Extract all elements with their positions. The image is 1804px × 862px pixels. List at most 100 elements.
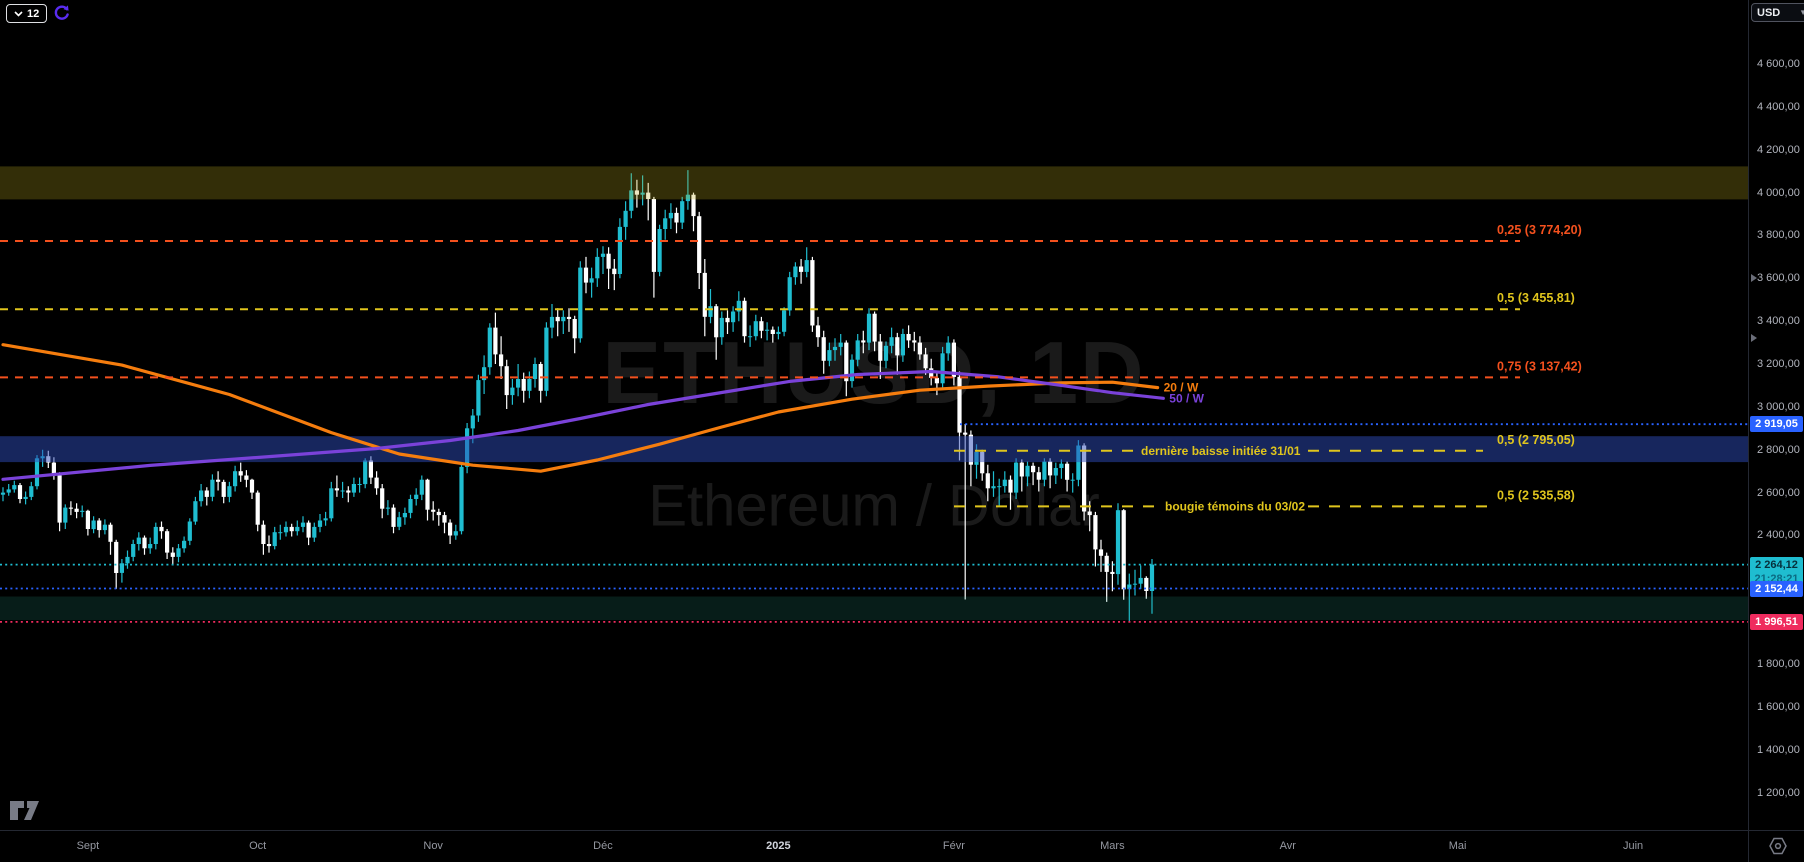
- candle: [1008, 479, 1013, 493]
- time-tick-déc: Déc: [593, 840, 613, 852]
- candle: [1115, 510, 1121, 575]
- price-tick: 4 200,00: [1757, 143, 1800, 156]
- candlestick-series[interactable]: [0, 170, 1155, 622]
- candle: [725, 317, 730, 323]
- candle: [838, 342, 843, 347]
- candle: [68, 507, 73, 509]
- candle: [249, 479, 255, 493]
- ma-50w-line[interactable]: [1, 369, 1165, 481]
- candle: [815, 325, 821, 338]
- ma-20w-line[interactable]: [1, 343, 1160, 473]
- time-tick-mars: Mars: [1100, 840, 1125, 852]
- candle: [80, 510, 85, 512]
- candle: [210, 479, 215, 497]
- settings-hexagon-icon[interactable]: [1767, 835, 1789, 857]
- fib-label: 0,5 (2 535,58): [1497, 488, 1575, 502]
- candle: [776, 331, 781, 334]
- support-zone: [0, 596, 1748, 621]
- candle: [923, 354, 928, 369]
- chart-pane[interactable]: ETHUSD, 1D Ethereum / Dollar 20 / W 50 / …: [0, 0, 1748, 830]
- price-tick: 2 400,00: [1757, 529, 1800, 542]
- collapsed-object-marker-icon[interactable]: [1751, 273, 1757, 282]
- price-axis[interactable]: USD ▼ 4 600,00 4 400,00 4 200,00 4 000,00 3 …: [1748, 0, 1804, 862]
- candle: [165, 531, 170, 553]
- candle: [1082, 445, 1087, 512]
- candle: [193, 501, 198, 522]
- price-tick: 4 600,00: [1757, 58, 1800, 70]
- candle: [912, 340, 917, 343]
- candle: [612, 268, 617, 275]
- fib-label: 0,5 (2 795,05): [1497, 433, 1575, 447]
- candle: [957, 376, 962, 433]
- moving-averages[interactable]: 20 / W50 / W: [1, 343, 1205, 481]
- collapsed-object-marker-icon[interactable]: [1751, 334, 1757, 343]
- candle: [459, 466, 464, 532]
- interval-selector[interactable]: 12: [6, 4, 48, 23]
- candle: [1127, 584, 1132, 590]
- candle: [346, 490, 351, 493]
- candle: [719, 317, 724, 338]
- candle: [74, 508, 79, 512]
- candle: [306, 522, 311, 538]
- candle: [934, 377, 939, 384]
- time-tick-oct: Oct: [249, 840, 267, 852]
- candle: [283, 526, 289, 533]
- candle: [889, 337, 894, 346]
- price-label[interactable]: 2 919,05: [1750, 416, 1803, 433]
- candle: [782, 310, 787, 332]
- candle: [634, 190, 639, 195]
- price-tick: 3 200,00: [1757, 358, 1800, 371]
- candle: [199, 490, 204, 502]
- candle: [572, 319, 577, 339]
- refresh-button[interactable]: [52, 3, 71, 22]
- candle: [821, 337, 826, 361]
- time-axis[interactable]: Sept Oct Nov Déc 2025 Févr Mars Avr Mai Juin: [0, 830, 1748, 862]
- candle: [102, 524, 107, 531]
- candle: [646, 192, 651, 199]
- candle: [1087, 511, 1092, 516]
- candle: [476, 380, 481, 416]
- candle: [589, 278, 594, 283]
- candle: [549, 316, 555, 328]
- fib-label: 0,25 (3 774,20): [1497, 223, 1582, 237]
- price-label[interactable]: 2 152,44: [1750, 580, 1803, 597]
- candle: [906, 334, 911, 341]
- candle: [216, 479, 221, 482]
- candle: [827, 350, 832, 361]
- fib-levels[interactable]: 0,25 (3 774,20) 0,5 (3 455,81) 0,75 (3 137…: [0, 223, 1582, 513]
- tradingview-logo[interactable]: [8, 798, 44, 824]
- price-chart-canvas[interactable]: 20 / W50 / W 0,25 (3 774,20) 0,5 (3 455,81…: [0, 0, 1748, 830]
- candle: [708, 306, 713, 317]
- candle: [663, 218, 668, 229]
- candle: [255, 492, 260, 525]
- candle: [470, 415, 475, 429]
- candle: [866, 313, 872, 343]
- candle: [493, 327, 498, 355]
- candle: [1002, 479, 1007, 487]
- candle: [380, 488, 385, 509]
- candle: [668, 212, 673, 219]
- candle: [799, 266, 804, 272]
- refresh-icon: [54, 5, 69, 20]
- candle: [266, 544, 272, 547]
- candle: [872, 313, 877, 342]
- currency-selector[interactable]: USD ▼: [1751, 3, 1804, 22]
- ma-50w-label: 50 / W: [1169, 391, 1204, 405]
- candle: [278, 532, 283, 534]
- candle: [702, 272, 707, 317]
- ma-20w-label: 20 / W: [1164, 381, 1199, 395]
- candle: [900, 334, 905, 356]
- time-tick-sept: Sept: [76, 840, 100, 852]
- candle: [187, 521, 192, 541]
- price-label[interactable]: 1 996,51: [1750, 613, 1803, 630]
- candle: [159, 526, 164, 532]
- candle: [657, 229, 662, 272]
- level-annotation: dernière baisse initiée 31/01: [1141, 444, 1301, 458]
- candle: [221, 481, 226, 497]
- price-lines[interactable]: [0, 423, 1748, 623]
- candle: [23, 496, 28, 499]
- candle: [51, 462, 56, 476]
- candle: [555, 316, 560, 322]
- up-wicks: [2, 170, 1153, 622]
- candle: [312, 526, 317, 538]
